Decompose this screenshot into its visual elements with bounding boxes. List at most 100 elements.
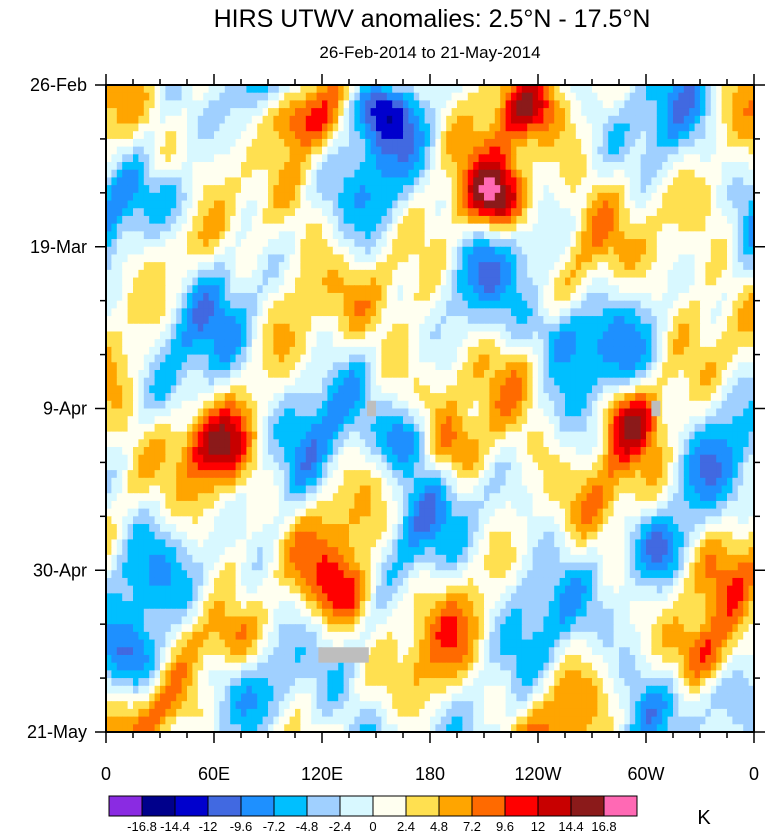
field-cell bbox=[629, 115, 636, 125]
field-cell bbox=[646, 393, 652, 402]
field-cell bbox=[370, 362, 377, 371]
field-cell bbox=[327, 300, 334, 309]
field-cell bbox=[462, 123, 469, 132]
field-cell bbox=[187, 369, 193, 379]
field-cell bbox=[116, 131, 123, 140]
field-cell bbox=[208, 85, 215, 94]
field-cell bbox=[716, 369, 723, 379]
field-cell bbox=[268, 277, 274, 286]
field-cell bbox=[322, 239, 328, 248]
field-cell bbox=[651, 108, 658, 117]
field-cell bbox=[619, 377, 625, 386]
field-cell bbox=[559, 323, 566, 333]
field-cell bbox=[710, 385, 717, 394]
field-cell bbox=[262, 300, 269, 309]
field-cell bbox=[359, 231, 366, 240]
field-cell bbox=[419, 223, 426, 232]
field-cell bbox=[478, 308, 485, 317]
field-cell bbox=[149, 192, 156, 202]
field-cell bbox=[516, 146, 523, 155]
field-cell bbox=[478, 154, 485, 163]
field-cell bbox=[748, 254, 755, 263]
field-cell bbox=[122, 292, 129, 302]
field-cell bbox=[748, 277, 755, 286]
field-cell bbox=[478, 292, 485, 302]
field-cell bbox=[284, 108, 291, 117]
field-cell bbox=[230, 285, 237, 294]
field-cell bbox=[224, 169, 231, 179]
field-cell bbox=[656, 331, 663, 340]
field-cell bbox=[473, 277, 480, 286]
field-cell bbox=[737, 200, 744, 209]
field-cell bbox=[413, 277, 420, 286]
field-cell bbox=[349, 369, 355, 379]
field-cell bbox=[721, 108, 728, 117]
field-cell bbox=[554, 123, 561, 132]
field-cell bbox=[332, 162, 339, 171]
field-cell bbox=[727, 177, 733, 186]
field-cell bbox=[208, 154, 215, 163]
field-cell bbox=[613, 308, 620, 317]
field-cell bbox=[710, 92, 717, 101]
field-cell bbox=[581, 123, 588, 132]
field-cell bbox=[343, 100, 350, 109]
field-cell bbox=[370, 177, 377, 186]
field-cell bbox=[230, 177, 237, 186]
field-cell bbox=[111, 362, 118, 371]
field-cell bbox=[127, 308, 134, 317]
field-cell bbox=[489, 400, 496, 410]
field-cell bbox=[224, 223, 231, 232]
field-cell bbox=[413, 369, 420, 379]
field-cell bbox=[413, 254, 420, 263]
field-cell bbox=[338, 146, 345, 155]
field-cell bbox=[208, 400, 215, 410]
field-cell bbox=[203, 277, 210, 286]
field-cell bbox=[127, 362, 134, 371]
field-cell bbox=[403, 385, 409, 394]
field-cell bbox=[597, 377, 604, 386]
field-cell bbox=[192, 316, 199, 325]
field-cell bbox=[176, 223, 183, 232]
field-cell bbox=[165, 138, 172, 148]
field-cell bbox=[413, 100, 420, 109]
field-cell bbox=[257, 308, 264, 317]
field-cell bbox=[376, 316, 382, 325]
field-cell bbox=[656, 231, 663, 240]
field-cell bbox=[462, 138, 469, 148]
field-cell bbox=[559, 100, 566, 109]
field-cell bbox=[332, 323, 339, 333]
field-cell bbox=[489, 200, 496, 209]
field-cell bbox=[619, 316, 625, 325]
field-cell bbox=[343, 162, 350, 171]
field-cell bbox=[430, 331, 436, 340]
field-cell bbox=[122, 300, 129, 309]
field-cell bbox=[127, 231, 134, 240]
field-cell bbox=[138, 300, 145, 309]
field-cell bbox=[181, 115, 188, 125]
field-cell bbox=[581, 215, 588, 225]
field-cell bbox=[181, 177, 188, 186]
field-cell bbox=[386, 108, 393, 117]
field-cell bbox=[268, 300, 274, 309]
field-cell bbox=[640, 339, 647, 348]
field-cell bbox=[197, 200, 204, 209]
field-cell bbox=[538, 177, 544, 186]
field-cell bbox=[413, 123, 420, 132]
field-cell bbox=[548, 246, 555, 256]
field-cell bbox=[203, 239, 210, 248]
field-cell bbox=[732, 131, 739, 140]
field-cell bbox=[181, 169, 188, 179]
field-cell bbox=[624, 200, 631, 209]
field-cell bbox=[149, 185, 156, 194]
field-cell bbox=[565, 377, 571, 386]
field-cell bbox=[683, 354, 690, 363]
field-cell bbox=[359, 362, 366, 371]
field-cell bbox=[359, 239, 366, 248]
field-cell bbox=[133, 269, 139, 279]
field-cell bbox=[565, 185, 571, 194]
field-cell bbox=[295, 231, 301, 240]
field-cell bbox=[532, 346, 539, 356]
field-cell bbox=[732, 369, 739, 379]
field-cell bbox=[106, 316, 112, 325]
field-cell bbox=[494, 108, 501, 117]
